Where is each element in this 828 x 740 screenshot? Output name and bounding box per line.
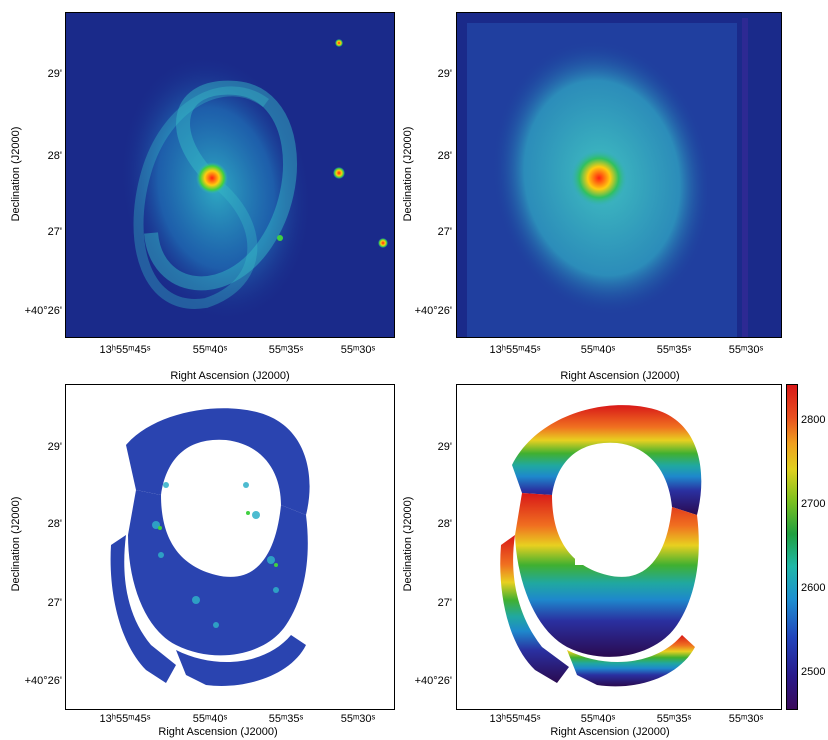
y-tick-label: 28' [47, 518, 62, 530]
y-axis-label: Declination (J2000) [10, 496, 22, 592]
x-tick-label: 55ᵐ30ˢ [340, 344, 376, 356]
x-tick-label: 55ᵐ30ˢ [340, 713, 376, 725]
x-tick-label: 55ᵐ40ˢ [192, 344, 228, 356]
y-tick-label: 29' [437, 441, 452, 453]
y-tick-label: 29' [47, 441, 62, 453]
x-tick-label: 55ᵐ40ˢ [580, 713, 616, 725]
colorbar-tick-label: 2800 [801, 414, 826, 426]
panel-top-left [65, 12, 395, 338]
y-tick-label: 27' [47, 597, 62, 609]
y-tick-label: +40°26' [414, 305, 452, 317]
y-tick-label: +40°26' [24, 305, 62, 317]
x-tick-label: 55ᵐ30ˢ [728, 713, 764, 725]
x-tick-label: 13ʰ55ᵐ45ˢ [489, 344, 541, 356]
x-tick-label: 55ᵐ35ˢ [656, 344, 692, 356]
x-tick-label: 55ᵐ35ˢ [656, 713, 692, 725]
y-tick-label: 28' [437, 150, 452, 162]
x-tick-label: 55ᵐ35ˢ [268, 713, 304, 725]
y-tick-label: 27' [437, 597, 452, 609]
y-tick-label: 29' [47, 68, 62, 80]
y-tick-label: 27' [437, 226, 452, 238]
y-tick-label: +40°26' [414, 675, 452, 687]
y-tick-label: 28' [47, 150, 62, 162]
x-tick-label: 13ʰ55ᵐ45ˢ [99, 344, 151, 356]
intensity-map [66, 385, 394, 709]
y-tick-label: 27' [47, 226, 62, 238]
y-axis-label: Declination (J2000) [10, 126, 22, 222]
galaxy-image-halpha [457, 13, 781, 337]
x-tick-label: 13ʰ55ᵐ45ˢ [99, 713, 151, 725]
panel-bottom-right [456, 384, 782, 710]
velocity-map [457, 385, 781, 709]
colorbar-tick-label: 2500 [801, 666, 826, 678]
x-axis-label: Right Ascension (J2000) [560, 370, 680, 382]
x-tick-label: 55ᵐ35ˢ [268, 344, 304, 356]
y-axis-label: Declination (J2000) [402, 126, 414, 222]
x-tick-label: 55ᵐ30ˢ [728, 344, 764, 356]
panel-top-right [456, 12, 782, 338]
x-tick-label: 13ʰ55ᵐ45ˢ [489, 713, 541, 725]
x-tick-label: 55ᵐ40ˢ [580, 344, 616, 356]
y-tick-label: 28' [437, 518, 452, 530]
x-axis-label: Right Ascension (J2000) [158, 726, 278, 738]
x-tick-label: 55ᵐ40ˢ [192, 713, 228, 725]
colorbar [786, 384, 798, 710]
x-axis-label: Right Ascension (J2000) [550, 726, 670, 738]
y-axis-label: Declination (J2000) [402, 496, 414, 592]
colorbar-tick-label: 2700 [801, 498, 826, 510]
galaxy-image-optical [66, 13, 394, 337]
colorbar-tick-label: 2600 [801, 582, 826, 594]
y-tick-label: 29' [437, 68, 452, 80]
y-tick-label: +40°26' [24, 675, 62, 687]
x-axis-label: Right Ascension (J2000) [170, 370, 290, 382]
panel-bottom-left [65, 384, 395, 710]
